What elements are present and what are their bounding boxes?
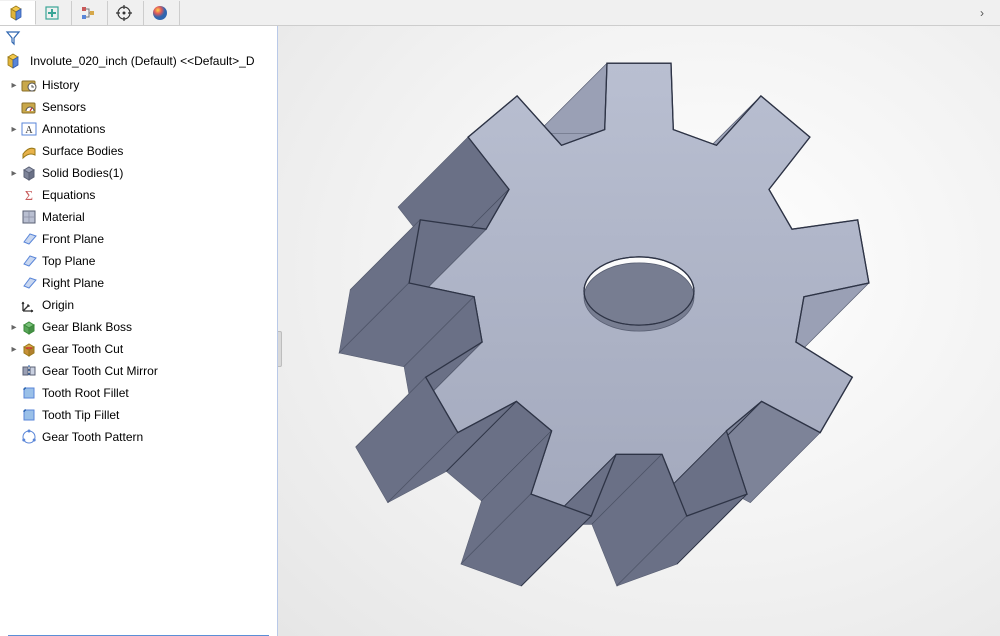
fillet-icon — [20, 406, 38, 424]
fillet-icon — [20, 384, 38, 402]
tree-item[interactable]: ▸ Annotations — [0, 118, 277, 140]
part-yellow-icon — [7, 4, 25, 22]
tree-item-label: Origin — [42, 298, 74, 312]
feature-filter-row — [0, 26, 277, 50]
gear-model — [329, 51, 949, 611]
circular-pattern-icon — [20, 428, 38, 446]
target-icon — [115, 4, 133, 22]
tree-item[interactable]: Sensors — [0, 96, 277, 118]
panel-splitter-grip[interactable] — [278, 331, 282, 367]
graphics-viewport[interactable] — [278, 26, 1000, 636]
tree-item-label: Front Plane — [42, 232, 104, 246]
tree-item-label: Gear Blank Boss — [42, 320, 132, 334]
annotations-icon — [20, 120, 38, 138]
tree-item[interactable]: ▸ Gear Blank Boss — [0, 316, 277, 338]
property-teal-icon — [43, 4, 61, 22]
tree-item-label: Surface Bodies — [42, 144, 123, 158]
tree-item[interactable]: Origin — [0, 294, 277, 316]
feature-manager-tab[interactable] — [0, 1, 36, 25]
plane-icon — [20, 230, 38, 248]
feature-manager-panel: Involute_020_inch (Default) <<Default>_D… — [0, 26, 278, 636]
part-yellow-icon — [4, 52, 22, 70]
tree-item-label: Gear Tooth Pattern — [42, 430, 143, 444]
tree-item-label: Solid Bodies(1) — [42, 166, 123, 180]
tree-item-label: Gear Tooth Cut — [42, 342, 123, 356]
tree-item[interactable]: Tooth Tip Fillet — [0, 404, 277, 426]
property-manager-tab[interactable] — [36, 1, 72, 25]
tree-item-label: Tooth Root Fillet — [42, 386, 129, 400]
tree-item[interactable]: Right Plane — [0, 272, 277, 294]
tree-item-label: History — [42, 78, 79, 92]
tree-item-label: Right Plane — [42, 276, 104, 290]
tree-item[interactable]: ▸ Gear Tooth Cut — [0, 338, 277, 360]
tree-item-label: Gear Tooth Cut Mirror — [42, 364, 158, 378]
tree-item-label: Material — [42, 210, 85, 224]
tree-item[interactable]: ▸ Solid Bodies(1) — [0, 162, 277, 184]
part-root-row[interactable]: Involute_020_inch (Default) <<Default>_D — [0, 50, 277, 72]
dimxpert-manager-tab[interactable] — [108, 1, 144, 25]
tree-item-label: Equations — [42, 188, 95, 202]
funnel-icon[interactable] — [4, 29, 22, 47]
expander-icon[interactable]: ▸ — [8, 322, 20, 333]
appearance-sphere-icon — [151, 4, 169, 22]
boss-extrude-icon — [20, 318, 38, 336]
part-title: Involute_020_inch (Default) <<Default>_D — [30, 54, 254, 68]
tree-item-label: Tooth Tip Fillet — [42, 408, 119, 422]
expander-icon[interactable]: ▸ — [8, 80, 20, 91]
tree-item[interactable]: Tooth Root Fillet — [0, 382, 277, 404]
tree-item[interactable]: ▸ History — [0, 74, 277, 96]
tree-item[interactable]: Top Plane — [0, 250, 277, 272]
main-area: Involute_020_inch (Default) <<Default>_D… — [0, 26, 1000, 636]
display-manager-tab[interactable] — [144, 1, 180, 25]
cut-extrude-icon — [20, 340, 38, 358]
configuration-manager-tab[interactable] — [72, 1, 108, 25]
surface-bodies-icon — [20, 142, 38, 160]
tree-item-label: Top Plane — [42, 254, 95, 268]
tree-item[interactable]: Gear Tooth Cut Mirror — [0, 360, 277, 382]
material-icon — [20, 208, 38, 226]
history-icon — [20, 76, 38, 94]
tabs-overflow-chevron[interactable]: › — [970, 6, 994, 20]
expander-icon[interactable]: ▸ — [8, 344, 20, 355]
plane-icon — [20, 252, 38, 270]
expander-icon[interactable]: ▸ — [8, 168, 20, 179]
tree-item-label: Annotations — [42, 122, 105, 136]
origin-icon — [20, 296, 38, 314]
plane-icon — [20, 274, 38, 292]
tree-item[interactable]: Equations — [0, 184, 277, 206]
manager-tabs-row: › — [0, 0, 1000, 26]
config-tree-icon — [79, 4, 97, 22]
tree-item[interactable]: Surface Bodies — [0, 140, 277, 162]
tree-item[interactable]: Gear Tooth Pattern — [0, 426, 277, 448]
solid-bodies-icon — [20, 164, 38, 182]
tree-item[interactable]: Front Plane — [0, 228, 277, 250]
mirror-icon — [20, 362, 38, 380]
sensors-icon — [20, 98, 38, 116]
tree-item-label: Sensors — [42, 100, 86, 114]
tree-item[interactable]: Material — [0, 206, 277, 228]
feature-tree: ▸ History Sensors ▸ Annotations Surface Bodie… — [0, 72, 277, 630]
expander-icon[interactable]: ▸ — [8, 124, 20, 135]
equations-icon — [20, 186, 38, 204]
